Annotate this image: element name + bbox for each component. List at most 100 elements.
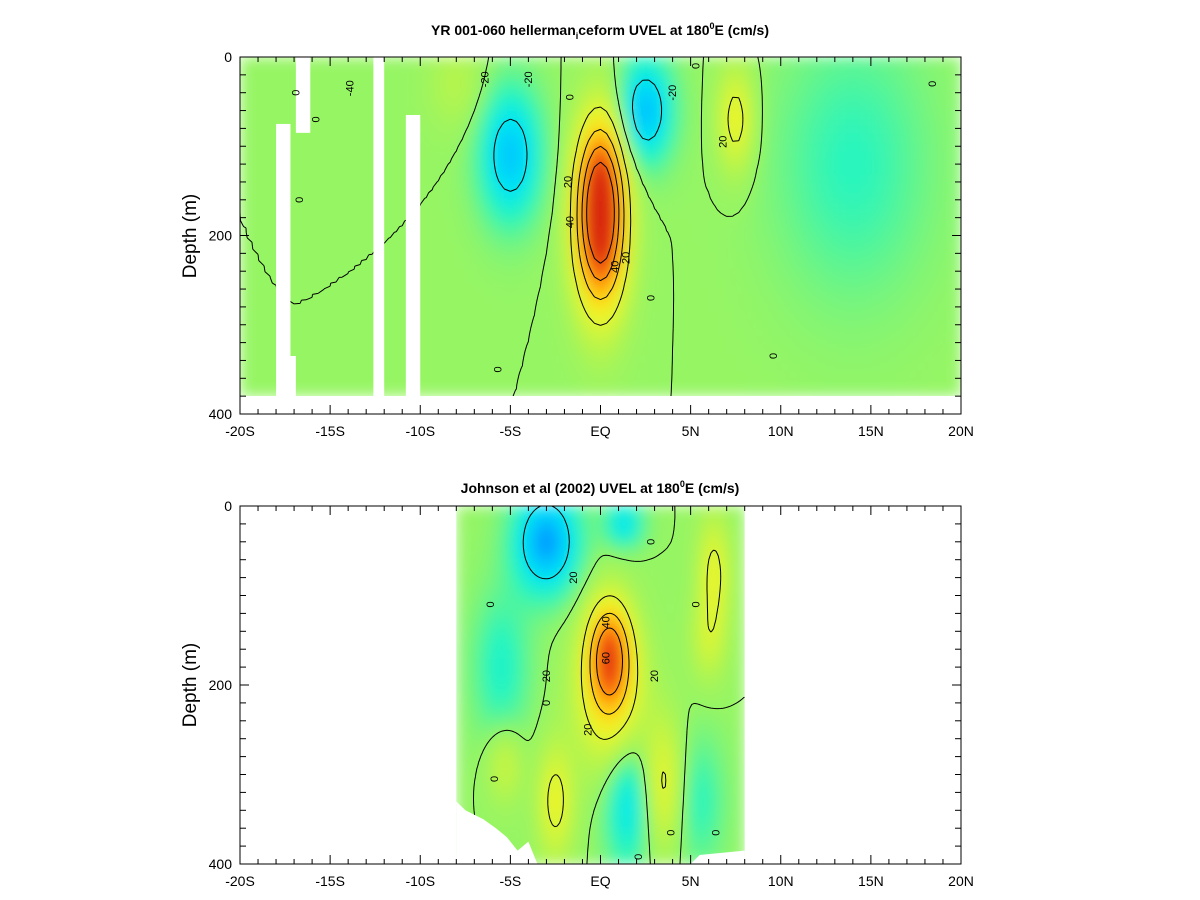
heatmap-cell [488,595,493,606]
heatmap-cell [510,73,520,84]
heatmap-cell [474,506,479,516]
heatmap-cell [557,801,562,811]
heatmap-cell [357,319,367,329]
heatmap-cell [467,523,472,534]
heatmap-cell [267,319,277,329]
heatmap-cell [571,568,576,579]
heatmap-cell [456,124,466,134]
heatmap-cell [888,345,899,355]
heatmap-cell [564,336,575,346]
heatmap-cell [762,150,773,160]
heatmap-cell [510,124,520,134]
heatmap-cell [924,226,935,236]
heatmap-cell [582,667,587,677]
heatmap-cell [843,328,854,338]
heatmap-cell [582,747,587,758]
heatmap-cell [553,711,558,722]
heatmap-cell [879,370,890,380]
heatmap-cell [568,693,573,704]
heatmap-cell [321,90,331,100]
heatmap-cell [663,167,674,177]
heatmap-cell [717,184,728,194]
heatmap-cell [312,218,322,228]
heatmap-cell [321,362,331,372]
heatmap-cell [560,685,566,695]
heatmap-cell [456,345,466,355]
x-tick-label: -10S [405,423,435,439]
heatmap-cell [735,294,746,304]
heatmap-cell [834,302,845,312]
heatmap-cell [495,658,501,668]
heatmap-cell [582,235,593,245]
heatmap-cell [708,141,719,151]
heatmap-cell [420,345,430,355]
heatmap-cell [249,353,259,363]
heatmap-cell [726,328,737,338]
heatmap-cell [384,319,394,329]
heatmap-cell [600,252,611,262]
heatmap-cell [906,260,917,270]
heatmap-cell [645,302,656,312]
heatmap-cell [870,362,881,372]
heatmap-cell [501,226,511,236]
heatmap-cell [483,99,493,109]
heatmap-cell [654,311,665,321]
heatmap-cell [467,658,472,668]
heatmap-cell [568,559,573,570]
heatmap-cell [429,116,439,126]
heatmap-cell [521,738,526,749]
heatmap-cell [463,559,468,570]
heatmap-cell [429,353,439,363]
heatmap-cell [537,158,548,168]
heatmap-cell [321,311,331,321]
heatmap-cell [553,613,558,623]
heatmap-cell [447,201,457,211]
heatmap-cell [560,649,566,659]
heatmap-cell [456,613,461,623]
heatmap-cell [672,243,683,253]
heatmap-cell [807,260,818,270]
heatmap-cell [492,201,502,211]
heatmap-cell [681,175,692,185]
heatmap-cell [506,765,511,776]
heatmap-cell [593,765,598,776]
heatmap-cell [330,362,340,372]
heatmap-cell [681,319,692,329]
heatmap-cell [456,150,466,160]
heatmap-cell [627,311,638,321]
heatmap-cell [477,631,483,641]
heatmap-cell [366,107,376,117]
heatmap-cell [789,285,800,296]
heatmap-cell [708,243,719,253]
heatmap-cell [735,252,746,262]
heatmap-cell [321,82,331,92]
heatmap-cell [762,209,773,219]
heatmap-cell [897,319,908,329]
heatmap-cell [618,184,629,194]
heatmap-cell [762,82,773,92]
heatmap-cell [481,514,486,525]
heatmap-cell [593,774,598,785]
heatmap-cell [609,268,620,279]
heatmap-cell [467,604,472,614]
heatmap-cell [654,167,665,177]
heatmap-cell [852,192,863,202]
heatmap-cell [465,158,475,168]
heatmap-cell [600,577,605,588]
heatmap-cell [663,150,674,160]
heatmap-cell [492,756,497,767]
heatmap-cell [735,150,746,160]
heatmap-cell [699,328,710,338]
heatmap-cell [330,252,340,262]
heatmap-cell [573,353,584,363]
heatmap-cell [456,184,466,194]
heatmap-cell [897,150,908,160]
heatmap-cell [463,658,468,668]
heatmap-cell [517,514,522,525]
heatmap-cell [852,379,863,389]
heatmap-cell [420,107,430,117]
heatmap-cell [897,99,908,109]
heatmap-cell [681,90,692,100]
heatmap-cell [596,640,602,650]
heatmap-cell [420,141,430,151]
